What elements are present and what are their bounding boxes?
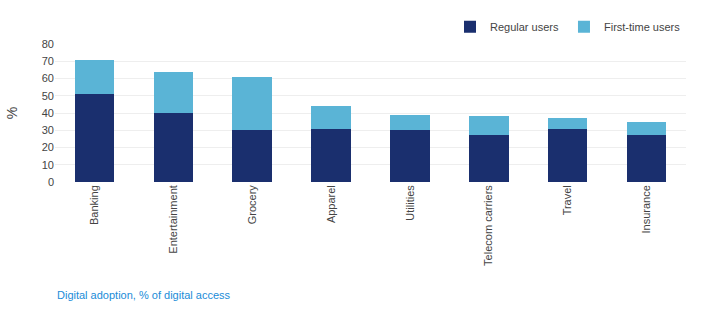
svg-text:20: 20 — [42, 141, 54, 153]
svg-text:Insurance: Insurance — [640, 185, 652, 233]
svg-text:%: % — [4, 107, 20, 119]
svg-text:80: 80 — [42, 38, 54, 50]
svg-text:0: 0 — [48, 176, 54, 188]
svg-text:Digital adoption, % of digital: Digital adoption, % of digital access — [57, 289, 231, 301]
svg-text:60: 60 — [42, 72, 54, 84]
svg-text:Telecom carriers: Telecom carriers — [482, 185, 494, 266]
svg-text:40: 40 — [42, 107, 54, 119]
svg-text:Regular users: Regular users — [490, 21, 559, 33]
svg-text:Utilities: Utilities — [404, 185, 416, 221]
svg-text:50: 50 — [42, 90, 54, 102]
svg-text:First-time users: First-time users — [604, 21, 680, 33]
svg-text:Entertainment: Entertainment — [167, 185, 179, 253]
svg-text:30: 30 — [42, 124, 54, 136]
svg-text:Banking: Banking — [88, 185, 100, 225]
svg-text:10: 10 — [42, 159, 54, 171]
svg-text:Grocery: Grocery — [246, 185, 258, 225]
svg-text:Apparel: Apparel — [325, 185, 337, 223]
svg-text:Travel: Travel — [561, 185, 573, 215]
svg-text:70: 70 — [42, 55, 54, 67]
